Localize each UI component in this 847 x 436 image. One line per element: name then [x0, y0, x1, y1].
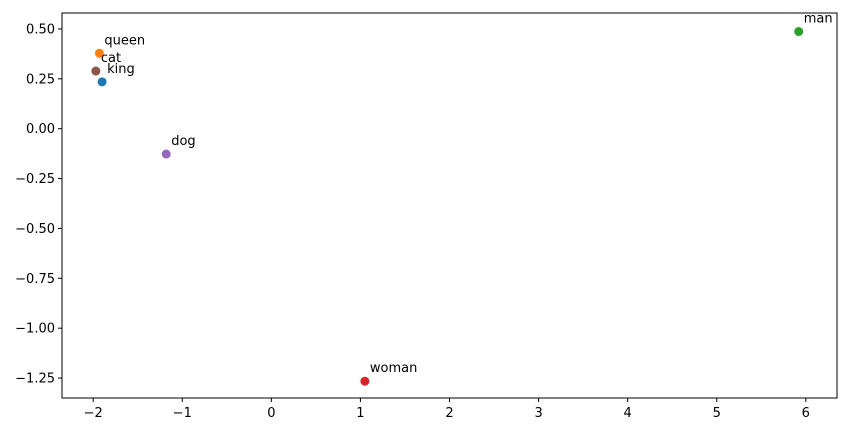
x-tick-label: −1	[173, 406, 192, 421]
data-points	[91, 27, 804, 386]
y-axis: 0.50 0.25 0.00 −0.25 −0.50 −0.75 −1.00 −1.25	[15, 22, 62, 387]
y-tick-label: 0.50	[26, 22, 55, 37]
x-tick-label: 3	[534, 406, 542, 421]
x-axis: −2 −1 0 1 2 3 4 5 6	[84, 398, 810, 421]
x-tick-label: 6	[802, 406, 810, 421]
x-tick-label: 5	[713, 406, 721, 421]
x-tick-label: −2	[84, 406, 103, 421]
point-label-man: man	[804, 12, 833, 27]
point-man	[794, 27, 804, 37]
x-tick-label: 4	[624, 406, 632, 421]
point-woman	[360, 376, 370, 386]
point-queen	[94, 48, 104, 58]
y-tick-label: 0.00	[26, 122, 55, 137]
x-tick-label: 2	[445, 406, 453, 421]
x-tick-label: 1	[356, 406, 364, 421]
y-tick-label: −1.00	[15, 322, 55, 337]
plot-frame	[61, 12, 838, 399]
point-label-king: king	[107, 62, 135, 77]
point-dog	[161, 149, 171, 159]
y-tick-label: 0.25	[26, 72, 55, 87]
point-cat	[91, 66, 101, 76]
x-tick-label: 0	[267, 406, 275, 421]
y-tick-label: −0.50	[15, 222, 55, 237]
y-tick-label: −1.25	[15, 372, 55, 387]
point-labels: king queen man woman dog cat	[101, 12, 833, 377]
y-tick-label: −0.75	[15, 272, 55, 287]
point-king	[97, 77, 107, 87]
y-tick-label: −0.25	[15, 172, 55, 187]
point-label-cat: cat	[101, 51, 121, 66]
point-label-woman: woman	[370, 361, 417, 376]
point-label-dog: dog	[171, 134, 195, 149]
point-label-queen: queen	[104, 33, 145, 48]
